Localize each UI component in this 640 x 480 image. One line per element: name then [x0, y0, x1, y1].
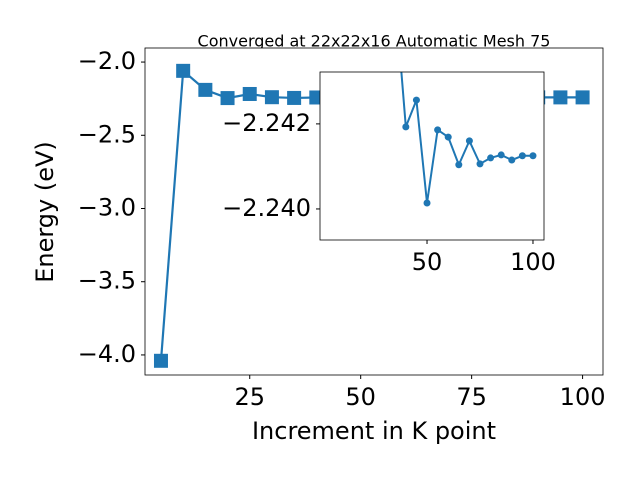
data-point	[434, 126, 442, 134]
axes-frame	[144, 47, 604, 376]
axes-frame	[319, 71, 545, 241]
data-point	[553, 90, 568, 105]
data-point	[465, 137, 473, 145]
y-tick-label: −2.0	[78, 47, 136, 75]
y-tick-label: −3.5	[78, 267, 136, 295]
x-tick-label: 50	[345, 383, 376, 411]
data-point	[220, 91, 235, 106]
data-point	[518, 152, 526, 160]
x-tick-label: 25	[234, 383, 265, 411]
data-point	[402, 123, 410, 131]
data-point	[487, 154, 495, 162]
x-tick-label: 100	[560, 383, 606, 411]
data-point	[176, 63, 191, 78]
y-tick-label: −3.0	[78, 193, 136, 221]
data-point	[423, 199, 431, 207]
data-point	[529, 152, 537, 160]
y-tick-label: −4.0	[78, 340, 136, 368]
data-point	[444, 133, 452, 141]
x-tick-label: 50	[412, 248, 443, 276]
data-point	[412, 96, 420, 104]
data-point	[198, 82, 213, 97]
x-tick-label: 100	[510, 248, 556, 276]
data-point	[264, 90, 279, 105]
y-tick-label: −2.5	[78, 120, 136, 148]
plot-area	[320, 72, 544, 240]
x-axis-label: Increment in K point	[252, 417, 496, 445]
plot-layer	[400, 72, 537, 207]
y-tick-label: −2.240	[222, 194, 311, 222]
data-point	[476, 160, 484, 168]
data-point	[455, 161, 463, 169]
x-tick-label: 75	[456, 383, 487, 411]
chart-title: Converged at 22x22x16 Automatic Mesh 75	[198, 32, 551, 51]
data-point	[508, 156, 516, 164]
data-point	[497, 151, 505, 159]
data-point	[575, 90, 590, 105]
data-point	[242, 86, 257, 101]
data-point	[153, 353, 168, 368]
y-axis-label: Energy (eV)	[31, 141, 59, 283]
data-point	[287, 90, 302, 105]
y-tick-label: −2.242	[222, 109, 311, 137]
